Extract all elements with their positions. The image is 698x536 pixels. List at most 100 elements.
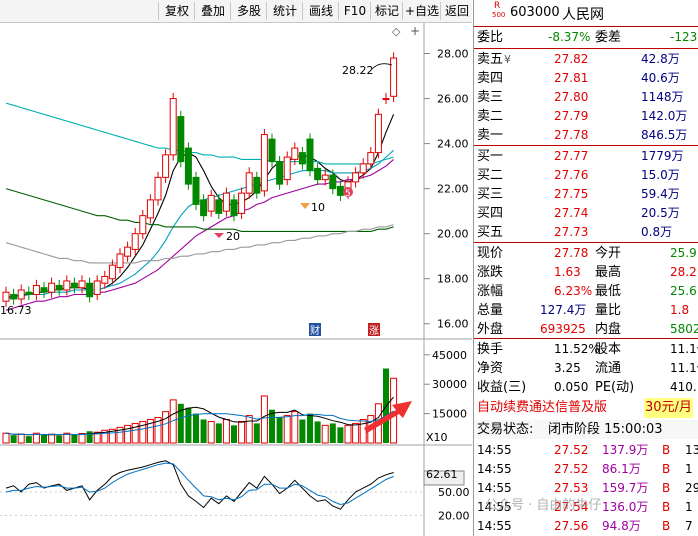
volume-bar-up (222, 418, 230, 444)
volume-bar-down (314, 421, 321, 443)
stat-value: 127.4万 (540, 303, 587, 317)
kdj-line (5, 462, 394, 506)
tick-count: 1 (685, 500, 693, 514)
buy-level-row[interactable]: 买二 27.76 15.0万 (474, 166, 698, 185)
moving-average-line (5, 102, 394, 165)
add-favorite-button[interactable]: +自选 (402, 2, 441, 20)
stat2-row[interactable]: 净资 3.25 流通 11.1亿 (474, 359, 698, 378)
kline-chart[interactable]: 28.00 26.00 24.00 22.00 20.00 18.00 16.00 45000… (0, 23, 472, 536)
stat2-row[interactable]: 收益(三) 0.050 PE(动) 410. (474, 378, 698, 397)
volume-bar-up (321, 424, 329, 444)
stat-label: 最低 (595, 284, 622, 299)
stat2-label: 股本 (595, 342, 622, 357)
volume-bar-down (177, 403, 184, 443)
stat-row[interactable]: 现价 27.78 今开 25.9 (474, 244, 698, 263)
stock-code: 603000 (510, 5, 560, 20)
stat2-row[interactable]: 换手 11.52%股本 11.1亿 (474, 340, 698, 359)
buy-volume: 20.5万 (641, 206, 680, 220)
moving-average-line (5, 188, 394, 232)
separator (474, 338, 698, 339)
stat2-value: 410. (670, 380, 697, 394)
candle-up (139, 215, 147, 235)
candle-down (329, 174, 337, 190)
f10-button[interactable]: F10 (338, 2, 371, 20)
tick-price: 27.53 (554, 481, 589, 495)
stat-value: 6.23% (554, 284, 593, 298)
multi-stock-button[interactable]: 多股 (230, 2, 267, 20)
sell-level-row[interactable]: 卖五 ¥27.82 42.8万 (474, 50, 698, 69)
mark-button[interactable]: 标记 (370, 2, 403, 20)
buy-level-row[interactable]: 买三 27.75 59.4万 (474, 185, 698, 204)
stat-value: 1.63 (554, 265, 581, 279)
overlay-button[interactable]: 叠加 (194, 2, 231, 20)
tick-row[interactable]: 14:55 27.56 94.8万 B 7 (474, 517, 698, 536)
rise-tag-icon[interactable] (368, 323, 380, 336)
sell-level-row[interactable]: 卖四 27.81 40.6万 (474, 69, 698, 88)
diamond-icon[interactable]: ◇ (392, 25, 401, 38)
volume-bar-up (93, 431, 101, 444)
sell-volume: 40.6万 (641, 71, 680, 85)
candle-down (10, 293, 18, 300)
buy-price: 27.75 (554, 187, 589, 201)
chart-area[interactable]: 28.00 26.00 24.00 22.00 20.00 18.00 16.00 45000… (0, 23, 472, 536)
tick-row[interactable]: 14:55 27.53 159.7万 B 29 (474, 479, 698, 498)
stat-row[interactable]: 涨跌 1.63 最高 28.2 (474, 263, 698, 282)
sell-level-row[interactable]: 卖三 27.80 1148万 (474, 88, 698, 107)
ad-text[interactable]: 自动续费通达信普及版 (477, 400, 608, 415)
marker-20-icon (214, 233, 224, 238)
buy-price: 27.76 (554, 168, 589, 182)
finance-tag-icon[interactable] (309, 323, 321, 336)
tick-time: 14:55 (477, 519, 512, 533)
volume-bar-up (124, 424, 132, 444)
buy-level-row[interactable]: 买一 27.77 1779万 (474, 147, 698, 166)
sell-price: 27.81 (554, 71, 589, 85)
sell-level-row[interactable]: 卖二 27.79 142.0万 (474, 107, 698, 126)
marker-10-label: 10 (311, 201, 325, 214)
stat-label: 最高 (595, 265, 622, 280)
stat2-value: 11.1亿 (670, 361, 698, 375)
stat-value: 25.9 (670, 246, 697, 260)
tick-price: 27.54 (554, 500, 589, 514)
tick-price: 27.52 (554, 462, 589, 476)
volume-bar-down (276, 417, 283, 443)
stock-name: 人民网 (562, 7, 604, 23)
stat-row[interactable]: 总量 127.4万 量比 1.8 (474, 301, 698, 320)
status-label: 交易状态: (477, 422, 534, 437)
marker-10-icon (300, 203, 310, 209)
stat-value: 27.78 (554, 246, 589, 260)
market-sub: 500 (492, 11, 506, 19)
stat-row[interactable]: 涨幅 6.23% 最低 25.6 (474, 282, 698, 301)
buy-level-row[interactable]: 买五 27.73 0.8万 (474, 223, 698, 242)
price-axis-label: 16.00 (437, 318, 469, 331)
buy-level-row[interactable]: 买四 27.74 20.5万 (474, 204, 698, 223)
buy-price: 27.73 (554, 225, 589, 239)
tick-row[interactable]: 14:55 27.54 136.0万 B 1 (474, 498, 698, 517)
volume-bar-up (108, 428, 116, 444)
draw-line-button[interactable]: 画线 (302, 2, 339, 20)
subscription-ad[interactable]: 自动续费通达信普及版 30元/月 (474, 398, 698, 418)
ad-price[interactable]: 30元/月 (644, 398, 693, 418)
tick-row[interactable]: 14:55 27.52 86.1万 B 1 (474, 460, 698, 479)
tick-count: 29 (685, 481, 698, 495)
stat-row[interactable]: 外盘 693925 内盘 58025 (474, 320, 698, 339)
restore-rights-button[interactable]: 复权 (158, 2, 195, 20)
sell-level-row[interactable]: 卖一 27.78 846.5万 (474, 126, 698, 145)
buy-level-label: 买五 (477, 225, 504, 240)
tick-row[interactable]: 14:55 27.52 137.9万 B 13 (474, 441, 698, 460)
volume-bar-up (17, 433, 25, 444)
sell-volume: 42.8万 (641, 52, 680, 66)
moving-average-line (5, 224, 394, 264)
candle-up (116, 253, 124, 268)
candle-up (222, 192, 230, 212)
volume-bar-up (32, 432, 40, 444)
back-button[interactable]: 返回 (440, 2, 473, 20)
statistics-button[interactable]: 统计 (266, 2, 303, 20)
plus-icon[interactable]: + (410, 24, 420, 38)
buy-volume: 59.4万 (641, 187, 680, 201)
candle-up (359, 163, 367, 174)
candle-down (230, 199, 238, 217)
volume-bar-down (185, 407, 192, 443)
tick-volume: 136.0万 (602, 500, 649, 514)
separator (474, 48, 698, 49)
candle-up (32, 284, 40, 295)
